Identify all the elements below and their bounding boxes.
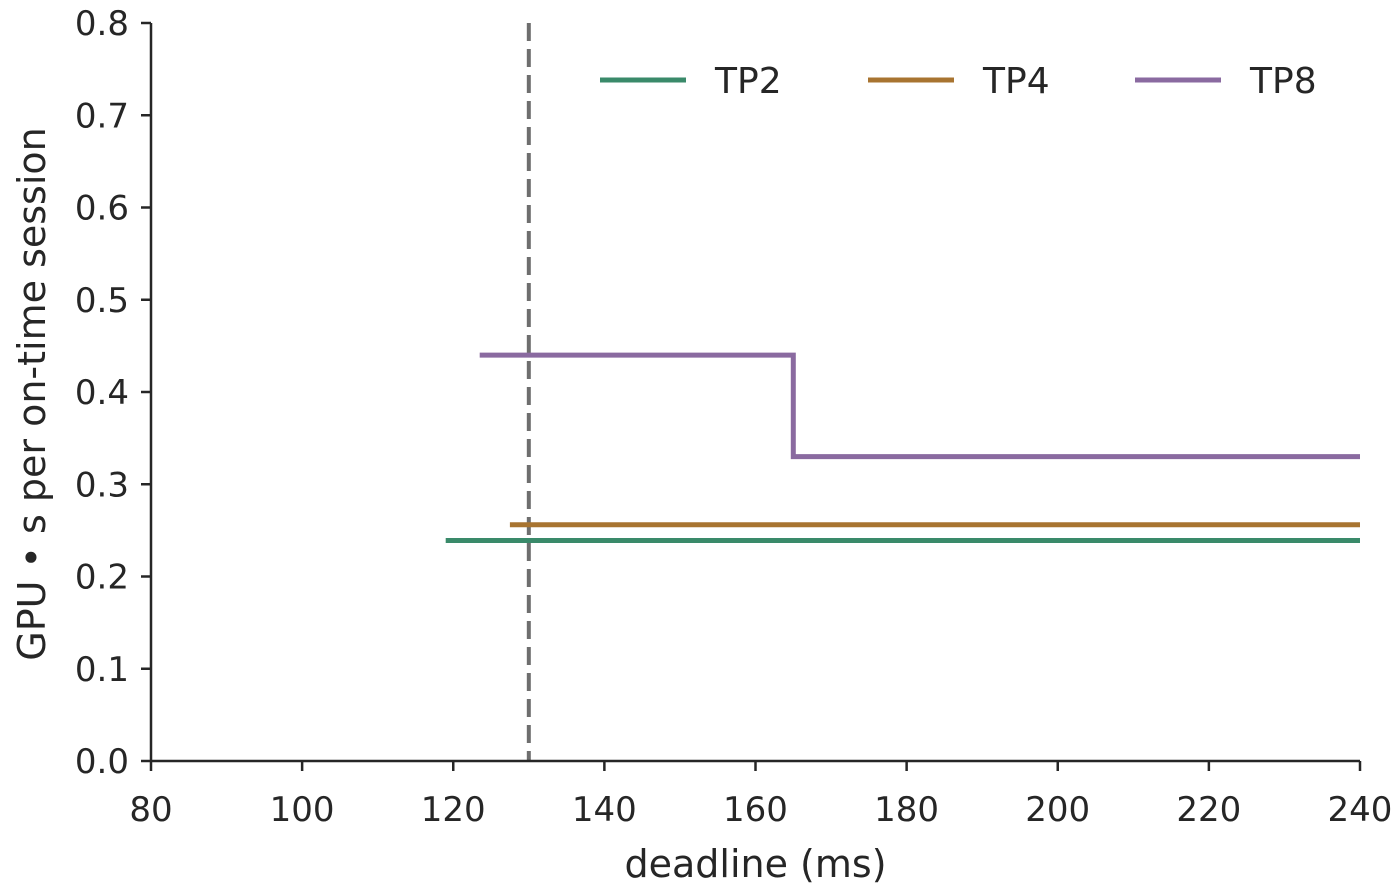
legend-label: TP8 <box>1249 61 1317 102</box>
x-axis-title: deadline (ms) <box>624 842 886 886</box>
x-tick-label: 220 <box>1176 790 1241 830</box>
x-tick-label: 120 <box>421 790 486 830</box>
x-tick-label: 100 <box>270 790 335 830</box>
y-tick-label: 0.4 <box>75 373 129 413</box>
y-tick-label: 0.2 <box>75 558 129 598</box>
legend-item-tp2: TP2 <box>600 61 782 102</box>
y-tick-label: 0.8 <box>75 4 129 44</box>
legend-label: TP2 <box>714 61 782 102</box>
plot-area <box>445 23 1360 761</box>
y-tick-label: 0.7 <box>75 96 129 136</box>
x-tick-label: 240 <box>1328 790 1393 830</box>
y-tick-label: 0.6 <box>75 189 129 229</box>
legend-item-tp8: TP8 <box>1135 61 1317 102</box>
x-tick-label: 200 <box>1025 790 1090 830</box>
y-tick-label: 0.1 <box>75 650 129 690</box>
y-tick-label: 0.3 <box>75 465 129 505</box>
x-tick-label: 80 <box>129 790 172 830</box>
x-tick-label: 160 <box>723 790 788 830</box>
legend-label: TP4 <box>982 61 1050 102</box>
y-tick-label: 0.5 <box>75 281 129 321</box>
legend-item-tp4: TP4 <box>868 61 1050 102</box>
series-line-tp8 <box>479 352 1360 460</box>
axes: 80 100 120 140 160 180 200 220 240 0.0 0.1 0.2 0.3 0.… <box>75 4 1393 830</box>
x-tick-label: 140 <box>572 790 637 830</box>
legend: TP2 TP4 TP8 <box>600 61 1317 102</box>
y-tick-label: 0.0 <box>75 742 129 782</box>
x-tick-label: 180 <box>874 790 939 830</box>
y-axis-title: GPU • s per on-time session <box>10 127 54 660</box>
